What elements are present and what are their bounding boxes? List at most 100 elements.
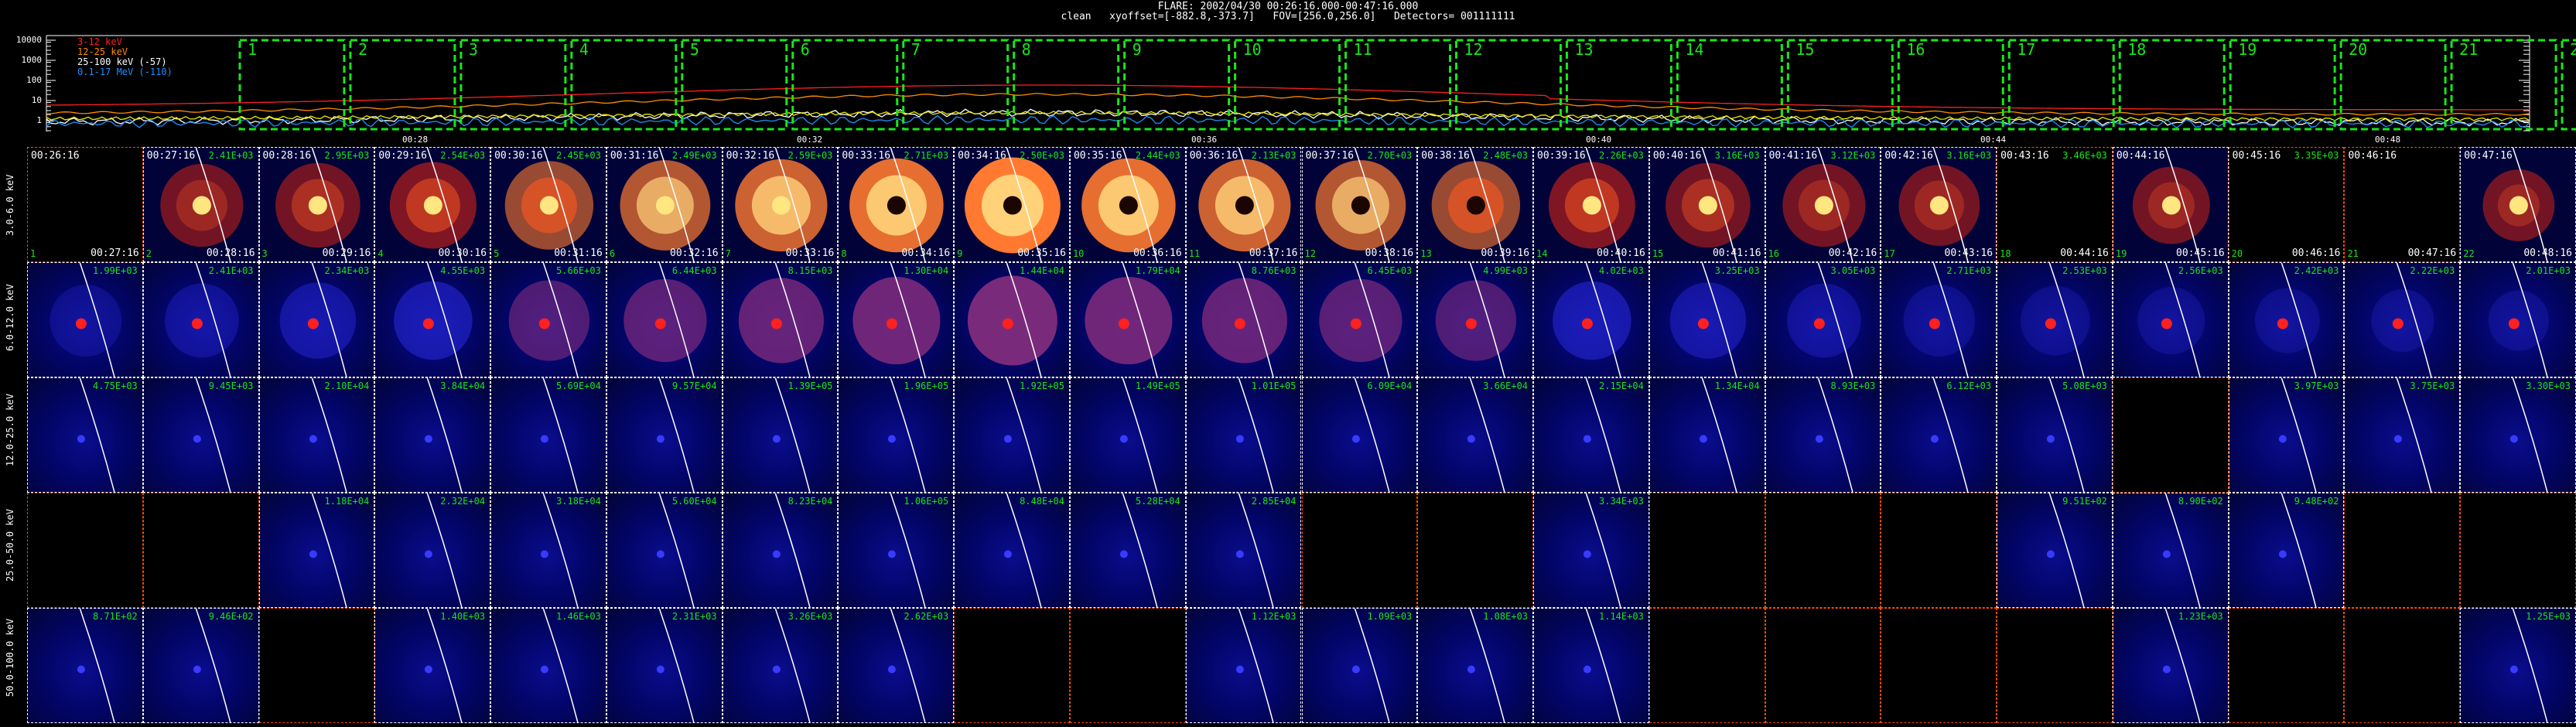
image-cell[interactable]: [2228, 608, 2345, 723]
image-cell[interactable]: 2.31E+03: [606, 608, 723, 723]
image-cell[interactable]: [2344, 493, 2461, 608]
image-cell[interactable]: 1.08E+03: [1417, 608, 1534, 723]
image-cell[interactable]: 6.44E+03: [606, 262, 723, 377]
image-cell[interactable]: 8.23E+04: [722, 493, 839, 608]
image-cell[interactable]: 9.46E+02: [142, 608, 259, 723]
image-cell[interactable]: 2.49E+03 00:31:16 00:32:16 6: [606, 147, 723, 262]
image-cell[interactable]: 1.09E+03: [1301, 608, 1418, 723]
image-cell[interactable]: 8.90E+02: [2112, 493, 2229, 608]
image-cell[interactable]: 1.30E+04: [838, 262, 955, 377]
image-cell[interactable]: 2.70E+03 00:37:16 00:38:16 12: [1301, 147, 1418, 262]
image-cell[interactable]: 2.59E+03 00:32:16 00:33:16 7: [722, 147, 839, 262]
image-cell[interactable]: 3.46E+03 00:43:16 00:44:16 18: [1997, 147, 2113, 262]
image-cell[interactable]: 2.10E+04: [258, 377, 375, 493]
image-cell[interactable]: [2344, 608, 2461, 723]
image-cell[interactable]: 1.23E+03: [2112, 608, 2229, 723]
image-cell[interactable]: 1.49E+05: [1069, 377, 1186, 493]
image-cell[interactable]: [1997, 608, 2113, 723]
image-cell[interactable]: 5.60E+04: [606, 493, 723, 608]
image-cell[interactable]: [1881, 493, 1997, 608]
image-cell[interactable]: [1648, 608, 1765, 723]
image-cell[interactable]: 2.56E+03: [2112, 262, 2229, 377]
image-cell[interactable]: 00:47:16 00:48:16 22: [2460, 147, 2576, 262]
image-cell[interactable]: 2.71E+03: [1881, 262, 1997, 377]
image-cell[interactable]: 2.54E+03 00:29:16 00:30:16 4: [374, 147, 491, 262]
image-cell[interactable]: 4.55E+03: [374, 262, 491, 377]
image-cell[interactable]: 5.28E+04: [1069, 493, 1186, 608]
image-cell[interactable]: 3.75E+03: [2344, 377, 2461, 493]
image-cell[interactable]: 8.48E+04: [954, 493, 1070, 608]
image-cell[interactable]: 4.99E+03: [1417, 262, 1534, 377]
image-cell[interactable]: 4.02E+03: [1533, 262, 1649, 377]
image-cell[interactable]: 3.16E+03 00:42:16 00:43:16 17: [1881, 147, 1997, 262]
image-cell[interactable]: 2.22E+03: [2344, 262, 2461, 377]
image-cell[interactable]: 2.42E+03: [2228, 262, 2345, 377]
image-cell[interactable]: 1.12E+03: [1185, 608, 1302, 723]
image-cell[interactable]: 3.66E+04: [1417, 377, 1534, 493]
image-cell[interactable]: 2.01E+03: [2460, 262, 2576, 377]
image-cell[interactable]: 2.50E+03 00:34:16 00:35:16 9: [954, 147, 1070, 262]
image-cell[interactable]: 3.05E+03: [1765, 262, 1881, 377]
image-cell[interactable]: 3.26E+03: [722, 608, 839, 723]
image-cell[interactable]: 1.14E+03: [1533, 608, 1649, 723]
image-cell[interactable]: 1.99E+03: [27, 262, 143, 377]
image-cell[interactable]: 1.01E+05: [1185, 377, 1302, 493]
image-cell[interactable]: 2.95E+03 00:28:16 00:29:16 3: [258, 147, 375, 262]
image-cell[interactable]: 9.45E+03: [142, 377, 259, 493]
image-cell[interactable]: [2460, 493, 2576, 608]
image-cell[interactable]: [1417, 493, 1534, 608]
image-cell[interactable]: 1.92E+05: [954, 377, 1070, 493]
image-cell[interactable]: 9.57E+04: [606, 377, 723, 493]
image-cell[interactable]: 1.34E+04: [1648, 377, 1765, 493]
image-cell[interactable]: 5.69E+04: [490, 377, 606, 493]
image-cell[interactable]: [1648, 493, 1765, 608]
image-cell[interactable]: 2.48E+03 00:38:16 00:39:16 13: [1417, 147, 1534, 262]
image-cell[interactable]: 8.76E+03: [1185, 262, 1302, 377]
image-cell[interactable]: 00:26:16 00:27:16 1: [27, 147, 143, 262]
image-cell[interactable]: 2.26E+03 00:39:16 00:40:16 14: [1533, 147, 1649, 262]
image-cell[interactable]: [258, 608, 375, 723]
image-cell[interactable]: 3.18E+04: [490, 493, 606, 608]
image-cell[interactable]: 1.39E+05: [722, 377, 839, 493]
image-cell[interactable]: 3.12E+03 00:41:16 00:42:16 16: [1765, 147, 1881, 262]
image-cell[interactable]: 5.66E+03: [490, 262, 606, 377]
image-cell[interactable]: 6.45E+03: [1301, 262, 1418, 377]
image-cell[interactable]: 3.25E+03: [1648, 262, 1765, 377]
image-cell[interactable]: 2.13E+03 00:36:16 00:37:16 11: [1185, 147, 1302, 262]
image-cell[interactable]: [142, 493, 259, 608]
image-cell[interactable]: 3.30E+03: [2460, 377, 2576, 493]
image-cell[interactable]: 3.84E+04: [374, 377, 491, 493]
image-cell[interactable]: [1881, 608, 1997, 723]
image-cell[interactable]: 3.97E+03: [2228, 377, 2345, 493]
image-cell[interactable]: 2.45E+03 00:30:16 00:31:16 5: [490, 147, 606, 262]
image-cell[interactable]: 8.71E+02: [27, 608, 143, 723]
image-cell[interactable]: 1.96E+05: [838, 377, 955, 493]
image-cell[interactable]: 2.71E+03 00:33:16 00:34:16 8: [838, 147, 955, 262]
image-cell[interactable]: 3.34E+03: [1533, 493, 1649, 608]
image-cell[interactable]: 1.79E+04: [1069, 262, 1186, 377]
image-cell[interactable]: 9.51E+02: [1997, 493, 2113, 608]
image-cell[interactable]: 1.46E+03: [490, 608, 606, 723]
image-cell[interactable]: [1765, 493, 1881, 608]
image-cell[interactable]: 9.48E+02: [2228, 493, 2345, 608]
image-cell[interactable]: 2.41E+03 00:27:16 00:28:16 2: [142, 147, 259, 262]
image-cell[interactable]: 8.93E+03: [1765, 377, 1881, 493]
image-cell[interactable]: 2.53E+03: [1997, 262, 2113, 377]
image-cell[interactable]: [1069, 608, 1186, 723]
image-cell[interactable]: 8.15E+03: [722, 262, 839, 377]
image-cell[interactable]: 3.35E+03 00:45:16 00:46:16 20: [2228, 147, 2345, 262]
image-cell[interactable]: 2.62E+03: [838, 608, 955, 723]
image-cell[interactable]: 1.18E+04: [258, 493, 375, 608]
image-cell[interactable]: 3.16E+03 00:40:16 00:41:16 15: [1648, 147, 1765, 262]
image-cell[interactable]: 2.32E+04: [374, 493, 491, 608]
image-cell[interactable]: 2.41E+03: [142, 262, 259, 377]
image-cell[interactable]: [27, 493, 143, 608]
image-cell[interactable]: [2112, 377, 2229, 493]
image-cell[interactable]: 4.75E+03: [27, 377, 143, 493]
image-cell[interactable]: 00:46:16 00:47:16 21: [2344, 147, 2461, 262]
image-cell[interactable]: 6.12E+03: [1881, 377, 1997, 493]
image-cell[interactable]: 2.44E+03 00:35:16 00:36:16 10: [1069, 147, 1186, 262]
image-cell[interactable]: 00:44:16 00:45:16 19: [2112, 147, 2229, 262]
image-cell[interactable]: 2.34E+03: [258, 262, 375, 377]
image-cell[interactable]: 6.09E+04: [1301, 377, 1418, 493]
